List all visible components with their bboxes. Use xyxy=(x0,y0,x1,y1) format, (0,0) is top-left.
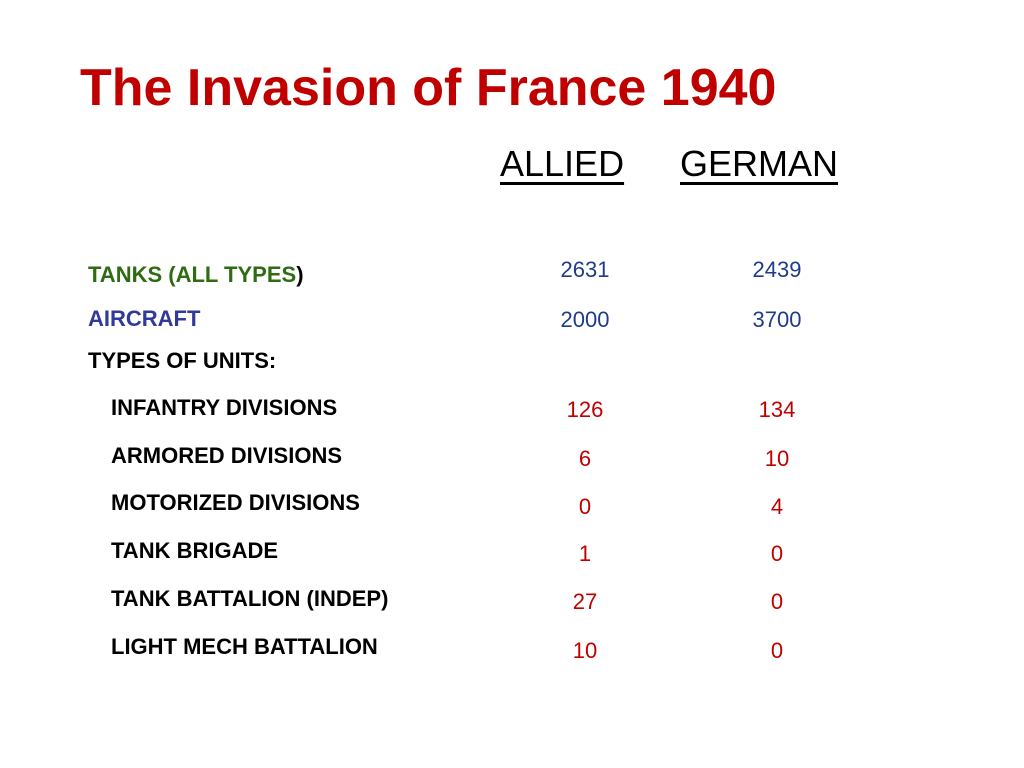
unit-row-label: ARMORED DIVISIONS xyxy=(111,443,343,468)
unit-row-allied-value: 27 xyxy=(572,589,598,614)
unit-row-german-value: 134 xyxy=(758,397,796,422)
unit-row-allied-value: 1 xyxy=(578,541,592,566)
tanks-label: TANKS (ALL TYPES) xyxy=(88,262,304,287)
aircraft-german-value: 3700 xyxy=(752,307,802,332)
german-column-header: GERMAN xyxy=(680,143,839,184)
allied-column-header: ALLIED xyxy=(500,143,625,184)
unit-row-label: MOTORIZED DIVISIONS xyxy=(111,490,360,515)
unit-row-allied-value: 10 xyxy=(572,638,598,663)
unit-row-german-value: 0 xyxy=(770,589,784,614)
unit-row-allied-value: 6 xyxy=(578,446,592,471)
unit-row-german-value: 0 xyxy=(770,638,784,663)
aircraft-allied-value: 2000 xyxy=(560,307,610,332)
unit-row-allied-value: 0 xyxy=(578,494,592,519)
unit-row-label: INFANTRY DIVISIONS xyxy=(111,395,338,420)
page-title: The Invasion of France 1940 xyxy=(80,59,777,117)
unit-row-label: TANK BRIGADE xyxy=(111,538,279,563)
unit-row-label: TANK BATTALION (INDEP) xyxy=(111,586,389,611)
unit-row-german-value: 0 xyxy=(770,541,784,566)
unit-row-label: LIGHT MECH BATTALION xyxy=(111,634,378,659)
units-heading: TYPES OF UNITS: xyxy=(88,348,277,373)
unit-row-german-value: 4 xyxy=(770,494,784,519)
tanks-allied-value: 2631 xyxy=(560,257,610,282)
tanks-german-value: 2439 xyxy=(752,257,802,282)
unit-row-german-value: 10 xyxy=(764,446,790,471)
unit-row-allied-value: 126 xyxy=(566,397,604,422)
aircraft-label: AIRCRAFT xyxy=(88,306,201,331)
